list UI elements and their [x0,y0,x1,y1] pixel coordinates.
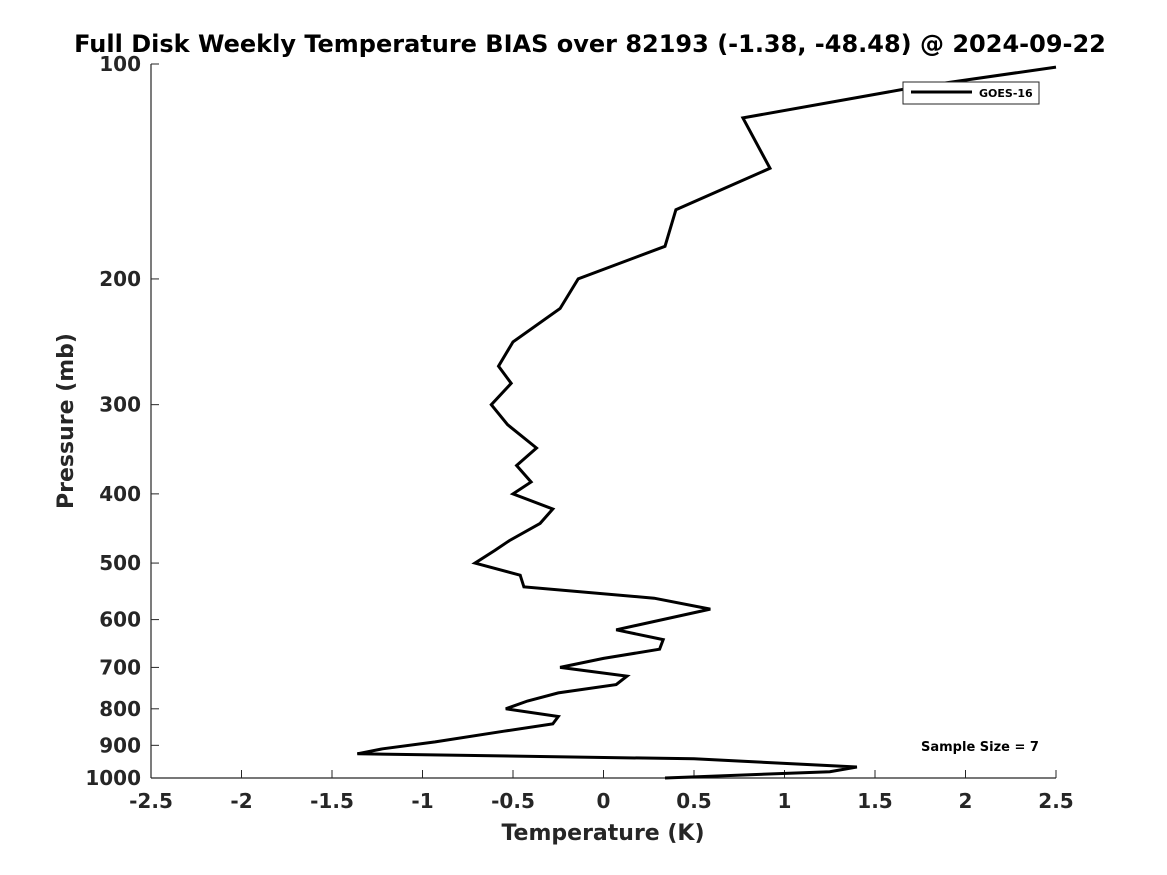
series-layer [357,65,1057,780]
y-tick-label: 500 [99,551,141,575]
y-axis-ticks: 100 200 300 400 500 600 700 800 900 1000 [85,52,159,790]
x-tick-label: 1.5 [857,789,892,813]
y-tick-label: 1000 [85,766,141,790]
x-tick-label: 0.5 [676,789,711,813]
y-tick-label: 700 [99,655,141,679]
chart-title: Full Disk Weekly Temperature BIAS over 8… [74,30,1106,58]
x-tick-label: -2 [230,789,252,813]
x-axis-ticks: -2.5 -2 -1.5 -1 -0.5 0 0.5 1 1.5 2 2.5 [129,770,1074,813]
x-tick-label: 1 [778,789,792,813]
legend-label: GOES-16 [979,87,1033,100]
x-tick-label: 2.5 [1038,789,1073,813]
y-tick-label: 400 [99,482,141,506]
x-tick-label: -2.5 [129,789,173,813]
y-tick-label: 300 [99,393,141,417]
series-line-goes-16 [357,65,1057,780]
x-tick-label: 0 [597,789,611,813]
x-tick-label: 2 [959,789,973,813]
y-axis-label: Pressure (mb) [54,333,79,509]
y-tick-label: 200 [99,267,141,291]
x-axis-label: Temperature (K) [501,821,704,846]
x-tick-label: -0.5 [491,789,535,813]
legend: GOES-16 [902,81,1040,105]
y-tick-label: 800 [99,697,141,721]
y-tick-label: 100 [99,52,141,76]
y-tick-label: 600 [99,608,141,632]
y-tick-label: 900 [99,733,141,757]
x-tick-label: -1 [411,789,433,813]
x-tick-label: -1.5 [310,789,354,813]
sample-size-annotation: Sample Size = 7 [921,740,1039,755]
